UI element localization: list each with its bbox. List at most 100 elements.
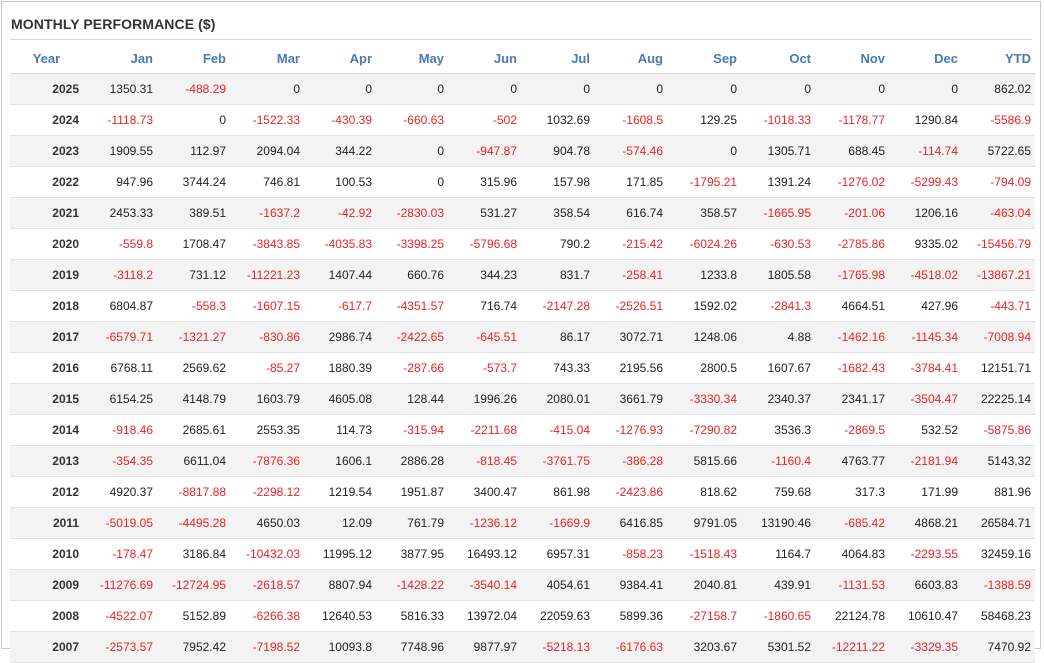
value-cell-apr: 2986.74 bbox=[304, 321, 376, 353]
value-cell-sep: 1592.02 bbox=[667, 290, 741, 322]
value-cell-nov: -201.06 bbox=[815, 197, 889, 229]
value-cell-jun: -573.7 bbox=[448, 352, 521, 384]
column-header-dec: Dec bbox=[889, 44, 962, 74]
panel-title: MONTHLY PERFORMANCE ($) bbox=[11, 16, 216, 32]
year-cell: 2021 bbox=[10, 197, 83, 229]
value-cell-jun: -947.87 bbox=[448, 135, 521, 167]
value-cell-oct: 13190.46 bbox=[741, 507, 815, 539]
value-cell-jun: 716.74 bbox=[448, 290, 521, 322]
value-cell-feb: 0 bbox=[157, 104, 230, 136]
value-cell-oct: -1160.4 bbox=[741, 445, 815, 477]
value-cell-feb: 1708.47 bbox=[157, 228, 230, 260]
value-cell-feb: 2569.62 bbox=[157, 352, 230, 384]
value-cell-jun: -818.45 bbox=[448, 445, 521, 477]
value-cell-ytd: 862.02 bbox=[962, 73, 1035, 105]
year-cell: 2014 bbox=[10, 414, 83, 446]
value-cell-nov: -2785.86 bbox=[815, 228, 889, 260]
value-cell-dec: 532.52 bbox=[889, 414, 962, 446]
value-cell-oct: 0 bbox=[741, 73, 815, 105]
table-row: 2019 -3118.2 731.12 -11221.23 1407.44 660.76 3… bbox=[10, 259, 1035, 291]
column-header-jan: Jan bbox=[83, 44, 157, 74]
value-cell-mar: -2298.12 bbox=[230, 476, 304, 508]
value-cell-ytd: -443.71 bbox=[962, 290, 1035, 322]
value-cell-aug: 6416.85 bbox=[594, 507, 667, 539]
value-cell-may: 128.44 bbox=[376, 383, 448, 415]
value-cell-jan: 4920.37 bbox=[83, 476, 157, 508]
value-cell-ytd: -7008.94 bbox=[962, 321, 1035, 353]
value-cell-dec: -5299.43 bbox=[889, 166, 962, 198]
value-cell-feb: 3186.84 bbox=[157, 538, 230, 570]
value-cell-jul: 6957.31 bbox=[521, 538, 594, 570]
value-cell-nov: 4064.83 bbox=[815, 538, 889, 570]
value-cell-nov: -12211.22 bbox=[815, 631, 889, 663]
value-cell-dec: 0 bbox=[889, 73, 962, 105]
value-cell-mar: -2618.57 bbox=[230, 569, 304, 601]
value-cell-dec: 6603.83 bbox=[889, 569, 962, 601]
year-cell: 2007 bbox=[10, 631, 83, 663]
value-cell-jan: -5019.05 bbox=[83, 507, 157, 539]
table-row: 2022 947.96 3744.24 746.81 100.53 0 315.96 157.… bbox=[10, 166, 1035, 198]
value-cell-mar: -6266.38 bbox=[230, 600, 304, 632]
value-cell-nov: 0 bbox=[815, 73, 889, 105]
value-cell-may: 0 bbox=[376, 135, 448, 167]
value-cell-jan: -4522.07 bbox=[83, 600, 157, 632]
value-cell-dec: -2181.94 bbox=[889, 445, 962, 477]
value-cell-nov: -1682.43 bbox=[815, 352, 889, 384]
value-cell-aug: -6176.63 bbox=[594, 631, 667, 663]
value-cell-mar: 2553.35 bbox=[230, 414, 304, 446]
value-cell-mar: -1522.33 bbox=[230, 104, 304, 136]
value-cell-nov: 2341.17 bbox=[815, 383, 889, 415]
value-cell-jul: 4054.61 bbox=[521, 569, 594, 601]
value-cell-oct: 1607.67 bbox=[741, 352, 815, 384]
value-cell-jul: 157.98 bbox=[521, 166, 594, 198]
value-cell-nov: -1178.77 bbox=[815, 104, 889, 136]
value-cell-aug: 2195.56 bbox=[594, 352, 667, 384]
value-cell-jul: 743.33 bbox=[521, 352, 594, 384]
value-cell-nov: 4664.51 bbox=[815, 290, 889, 322]
value-cell-nov: -685.42 bbox=[815, 507, 889, 539]
value-cell-jun: -3540.14 bbox=[448, 569, 521, 601]
year-cell: 2025 bbox=[10, 73, 83, 105]
value-cell-jun: 16493.12 bbox=[448, 538, 521, 570]
column-header-may: May bbox=[376, 44, 448, 74]
value-cell-mar: -3843.85 bbox=[230, 228, 304, 260]
value-cell-jun: 13972.04 bbox=[448, 600, 521, 632]
year-cell: 2008 bbox=[10, 600, 83, 632]
value-cell-dec: 4868.21 bbox=[889, 507, 962, 539]
value-cell-aug: -2423.86 bbox=[594, 476, 667, 508]
value-cell-aug: -1276.93 bbox=[594, 414, 667, 446]
value-cell-mar: -10432.03 bbox=[230, 538, 304, 570]
value-cell-jan: 6804.87 bbox=[83, 290, 157, 322]
value-cell-jul: 904.78 bbox=[521, 135, 594, 167]
value-cell-dec: -3504.47 bbox=[889, 383, 962, 415]
column-header-sep: Sep bbox=[667, 44, 741, 74]
column-header-ytd: YTD bbox=[962, 44, 1035, 74]
value-cell-jul: 0 bbox=[521, 73, 594, 105]
year-cell: 2020 bbox=[10, 228, 83, 260]
value-cell-mar: -85.27 bbox=[230, 352, 304, 384]
value-cell-aug: 3072.71 bbox=[594, 321, 667, 353]
value-cell-ytd: -15456.79 bbox=[962, 228, 1035, 260]
value-cell-mar: 1603.79 bbox=[230, 383, 304, 415]
column-header-year: Year bbox=[10, 44, 83, 74]
value-cell-mar: 4650.03 bbox=[230, 507, 304, 539]
value-cell-jul: 22059.63 bbox=[521, 600, 594, 632]
value-cell-apr: 8807.94 bbox=[304, 569, 376, 601]
table-body: 2025 1350.31 -488.29 0 0 0 0 0 0 0 0 0 0 862.02 2024 -1… bbox=[10, 73, 1035, 663]
table-row: 2020 -559.8 1708.47 -3843.85 -4035.83 -3398.2… bbox=[10, 228, 1035, 260]
value-cell-jan: -11276.69 bbox=[83, 569, 157, 601]
value-cell-feb: 3744.24 bbox=[157, 166, 230, 198]
value-cell-apr: 1407.44 bbox=[304, 259, 376, 291]
value-cell-jun: 1996.26 bbox=[448, 383, 521, 415]
value-cell-feb: 731.12 bbox=[157, 259, 230, 291]
value-cell-sep: 818.62 bbox=[667, 476, 741, 508]
year-cell: 2009 bbox=[10, 569, 83, 601]
value-cell-jan: -2573.57 bbox=[83, 631, 157, 663]
year-cell: 2019 bbox=[10, 259, 83, 291]
value-cell-feb: 4148.79 bbox=[157, 383, 230, 415]
value-cell-aug: -258.41 bbox=[594, 259, 667, 291]
value-cell-aug: -574.46 bbox=[594, 135, 667, 167]
value-cell-ytd: -463.04 bbox=[962, 197, 1035, 229]
value-cell-jun: 9877.97 bbox=[448, 631, 521, 663]
